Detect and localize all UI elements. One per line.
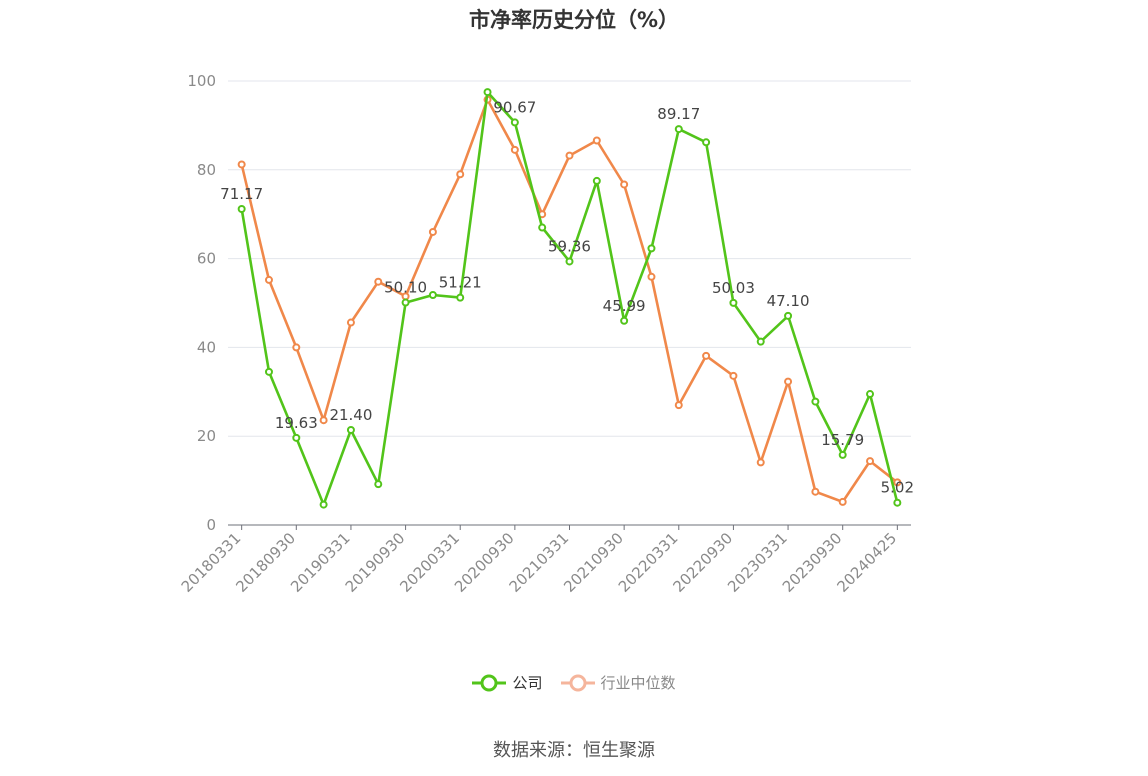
data-point <box>838 497 847 506</box>
legend: 公司 行业中位数 <box>0 672 1148 693</box>
data-point <box>319 500 328 509</box>
data-point <box>237 205 246 214</box>
data-point <box>729 371 738 380</box>
data-point <box>374 480 383 489</box>
data-point <box>456 293 465 302</box>
data-point <box>510 145 519 154</box>
legend-line-circle-icon <box>560 674 595 691</box>
data-point <box>565 257 574 266</box>
y-tick-label: 20 <box>197 427 216 445</box>
data-point <box>374 277 383 286</box>
data-label: 47.10 <box>767 292 810 310</box>
source-note: 数据来源：恒生聚源 <box>493 740 655 761</box>
data-point <box>292 343 301 352</box>
data-point <box>893 478 902 487</box>
data-point <box>866 457 875 466</box>
data-point <box>538 223 547 232</box>
data-label: 15.79 <box>821 431 864 449</box>
data-point <box>866 390 875 399</box>
data-point <box>729 298 738 307</box>
x-tick-label: 20240425 <box>833 529 900 596</box>
legend-item-industry-median[interactable]: 行业中位数 <box>560 672 676 693</box>
axes: 0204060801002018033120180930201903312019… <box>178 72 911 596</box>
data-point <box>784 311 793 320</box>
data-point <box>346 318 355 327</box>
data-point <box>401 298 410 307</box>
data-point <box>674 125 683 134</box>
data-label: 19.63 <box>275 414 318 432</box>
data-point <box>838 450 847 459</box>
y-tick-label: 0 <box>206 516 216 534</box>
data-point <box>620 180 629 189</box>
data-point <box>702 351 711 360</box>
data-point <box>264 367 273 376</box>
data-point <box>756 458 765 467</box>
data-label: 51.21 <box>439 274 482 292</box>
chart-title: 市净率历史分位（%） <box>468 8 680 32</box>
data-point <box>647 244 656 253</box>
data-point <box>264 275 273 284</box>
data-label: 89.17 <box>657 105 700 123</box>
y-tick-label: 60 <box>197 250 216 268</box>
data-point <box>592 176 601 185</box>
data-point <box>237 160 246 169</box>
y-tick-label: 40 <box>197 338 216 356</box>
data-label: 50.10 <box>384 279 427 297</box>
data-point <box>510 118 519 127</box>
data-label: 50.03 <box>712 279 755 297</box>
legend-label-industry-median: 行业中位数 <box>600 674 676 692</box>
data-point <box>456 170 465 179</box>
data-point <box>620 316 629 325</box>
data-point <box>811 397 820 406</box>
data-point <box>647 272 656 281</box>
data-point <box>811 487 820 496</box>
legend-item-company[interactable]: 公司 <box>472 672 543 693</box>
data-point <box>346 425 355 434</box>
y-tick-label: 80 <box>197 161 216 179</box>
data-point <box>674 401 683 410</box>
data-point <box>756 337 765 346</box>
data-label: 90.67 <box>493 98 536 116</box>
legend-label-company: 公司 <box>512 674 543 692</box>
data-point <box>292 433 301 442</box>
data-label: 5.02 <box>881 479 914 497</box>
data-point <box>592 136 601 145</box>
data-label: 59.36 <box>548 237 591 255</box>
data-point <box>483 88 492 97</box>
data-label: 45.99 <box>603 297 646 315</box>
data-labels: 71.17 19.63 21.40 50.10 51.21 90.67 59.36 45.99… <box>220 98 914 496</box>
y-tick-label: 100 <box>187 72 216 90</box>
data-point <box>893 498 902 507</box>
data-point <box>319 416 328 425</box>
data-point <box>428 227 437 236</box>
line-chart: 0204060801002018033120180930201903312019… <box>178 72 914 596</box>
data-point <box>784 377 793 386</box>
data-label: 71.17 <box>220 185 263 203</box>
data-point <box>565 151 574 160</box>
data-point <box>428 291 437 300</box>
data-label: 21.40 <box>329 406 372 424</box>
legend-line-circle-icon <box>472 674 507 691</box>
series-lines <box>237 88 902 509</box>
data-point <box>702 138 711 147</box>
